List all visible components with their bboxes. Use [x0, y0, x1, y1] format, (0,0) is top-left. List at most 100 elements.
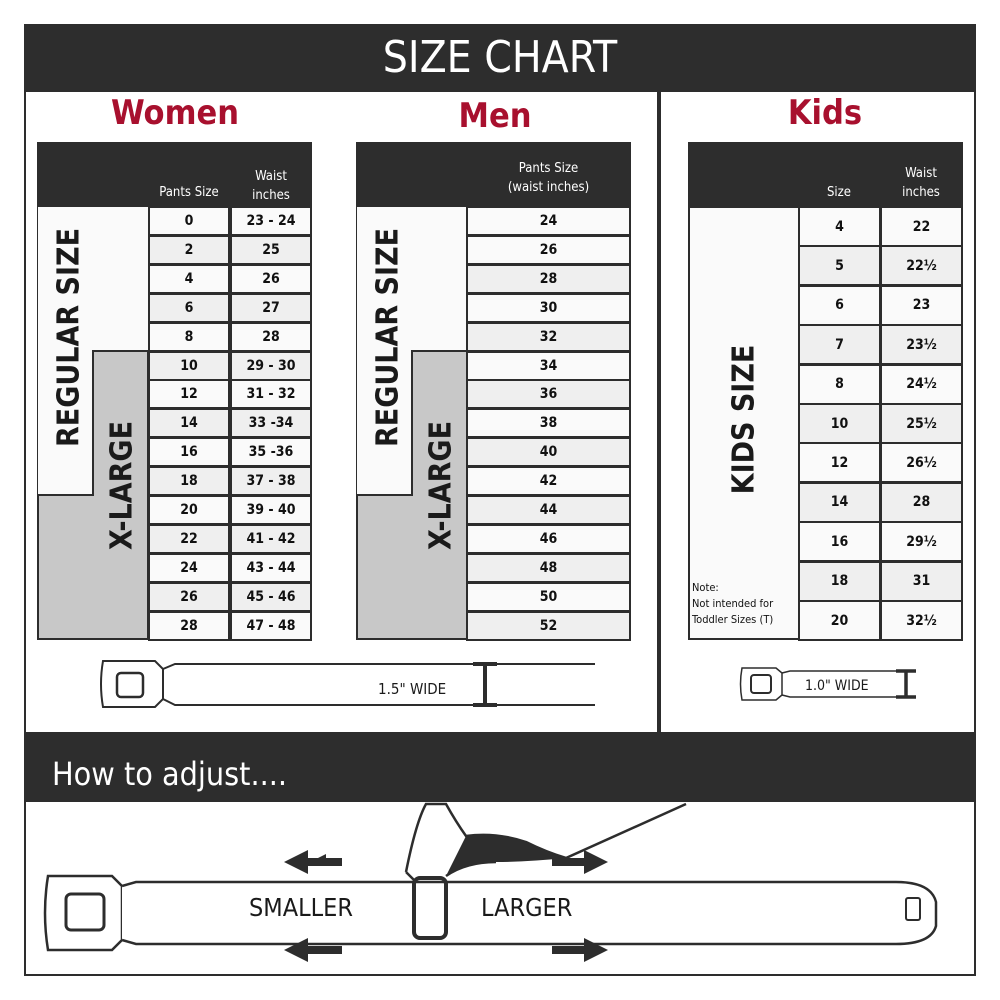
- adjust-heading: How to adjust....: [24, 732, 976, 802]
- men-regular-label: REGULAR SIZE: [370, 227, 406, 448]
- men-size-cell: 38: [466, 408, 631, 439]
- kids-size-cell: 6: [798, 284, 881, 326]
- men-table-header: Pants Size (waist inches): [356, 142, 631, 206]
- women-size-cell: 20: [148, 495, 230, 525]
- men-size-cell: 36: [466, 379, 631, 410]
- women-heading: Women: [111, 93, 239, 133]
- kids-waist-cell: 23½: [880, 324, 963, 366]
- women-waist-cell: 23 - 24: [230, 206, 312, 236]
- kids-size-cell: 4: [798, 206, 881, 247]
- col-waist-unit: (waist inches): [507, 180, 590, 195]
- kids-size-cell: 16: [798, 521, 881, 563]
- women-waist-cell: 31 - 32: [230, 379, 312, 410]
- men-size-cell: 52: [466, 610, 631, 641]
- kids-heading: Kids: [787, 93, 863, 133]
- women-waist-cell: 37 - 38: [230, 466, 312, 497]
- men-size-cell: 50: [466, 581, 631, 612]
- men-size-cell: 32: [466, 321, 631, 352]
- col-pants-size: Pants Size: [518, 161, 579, 176]
- women-waist-cell: 45 - 46: [230, 581, 312, 612]
- men-xlarge-label: X-LARGE: [423, 420, 459, 551]
- women-size-cell: 6: [148, 292, 230, 323]
- divider: [657, 92, 661, 732]
- arrow-left-icon: [284, 850, 342, 874]
- smaller-label: SMALLER: [249, 893, 353, 922]
- women-waist-cell: 28: [230, 321, 312, 352]
- page-title: SIZE CHART: [24, 24, 976, 92]
- note-title: Note:: [692, 581, 719, 594]
- kids-waist-cell: 22½: [880, 245, 963, 287]
- kids-waist-cell: 23: [880, 284, 963, 326]
- women-waist-cell: 26: [230, 263, 312, 294]
- col-pants-size: Pants Size: [159, 185, 219, 200]
- women-size-cell: 24: [148, 552, 230, 583]
- men-size-groups: [356, 206, 468, 640]
- men-size-cell: 44: [466, 495, 631, 525]
- kids-size-label: KIDS SIZE: [726, 344, 762, 495]
- women-size-cell: 10: [148, 350, 230, 381]
- women-waist-cell: 41 - 42: [230, 523, 312, 554]
- women-size-cell: 22: [148, 523, 230, 554]
- women-size-cell: 0: [148, 206, 230, 236]
- arrow-right-icon: [552, 938, 608, 962]
- women-waist-cell: 25: [230, 234, 312, 265]
- men-size-cell: 46: [466, 523, 631, 554]
- col-waist: Waist: [255, 169, 287, 184]
- men-size-cell: 42: [466, 466, 631, 497]
- women-waist-cell: 47 - 48: [230, 610, 312, 641]
- kids-size-cell: 5: [798, 245, 881, 287]
- women-regular-label: REGULAR SIZE: [51, 227, 87, 448]
- col-size: Size: [826, 185, 851, 200]
- women-xlarge-label: X-LARGE: [104, 420, 140, 551]
- men-size-cell: 26: [466, 234, 631, 265]
- kids-waist-cell: 24½: [880, 363, 963, 405]
- col-waist-unit: inches: [902, 185, 940, 200]
- men-size-cell: 34: [466, 350, 631, 381]
- kids-belt-width-label: 1.0" WIDE: [805, 678, 869, 694]
- belt-width-label: 1.5" WIDE: [378, 680, 447, 698]
- kids-table-header: Size Waist inches: [688, 142, 963, 206]
- men-size-cell: 48: [466, 552, 631, 583]
- kids-size-cell: 7: [798, 324, 881, 366]
- kids-size-cell: 12: [798, 442, 881, 484]
- kids-waist-cell: 22: [880, 206, 963, 247]
- kids-waist-cell: 32½: [880, 600, 963, 641]
- kids-size-cell: 18: [798, 560, 881, 602]
- women-size-cell: 14: [148, 408, 230, 439]
- belt-1-5-illustration: [100, 660, 595, 708]
- men-size-cell: 40: [466, 437, 631, 468]
- women-waist-cell: 35 -36: [230, 437, 312, 468]
- belt-1-0-illustration: [739, 667, 916, 701]
- arrow-right-icon: [552, 850, 608, 874]
- kids-waist-cell: 29½: [880, 521, 963, 563]
- kids-size-cell: 8: [798, 363, 881, 405]
- col-waist-unit: inches: [252, 188, 290, 203]
- women-waist-cell: 39 - 40: [230, 495, 312, 525]
- kids-waist-cell: 31: [880, 560, 963, 602]
- larger-label: LARGER: [481, 893, 573, 922]
- men-size-cell: 30: [466, 292, 631, 323]
- men-size-cell: 24: [466, 206, 631, 236]
- note-line: Toddler Sizes (T): [692, 613, 774, 626]
- women-size-cell: 18: [148, 466, 230, 497]
- women-waist-cell: 43 - 44: [230, 552, 312, 583]
- kids-size-group: [688, 206, 800, 640]
- women-size-cell: 28: [148, 610, 230, 641]
- note-line: Not intended for: [692, 597, 774, 610]
- men-size-cell: 28: [466, 263, 631, 294]
- kids-waist-cell: 28: [880, 481, 963, 523]
- kids-size-cell: 10: [798, 403, 881, 444]
- arrow-left-icon: [284, 938, 342, 962]
- women-size-cell: 2: [148, 234, 230, 265]
- women-size-cell: 4: [148, 263, 230, 294]
- women-size-cell: 26: [148, 581, 230, 612]
- women-waist-cell: 27: [230, 292, 312, 323]
- kids-note: Note: Not intended for Toddler Sizes (T): [692, 580, 773, 628]
- kids-size-cell: 14: [798, 481, 881, 523]
- women-waist-cell: 33 -34: [230, 408, 312, 439]
- women-size-cell: 12: [148, 379, 230, 410]
- adjust-belt-illustration: [43, 802, 938, 962]
- men-heading: Men: [458, 96, 532, 136]
- women-waist-cell: 29 - 30: [230, 350, 312, 381]
